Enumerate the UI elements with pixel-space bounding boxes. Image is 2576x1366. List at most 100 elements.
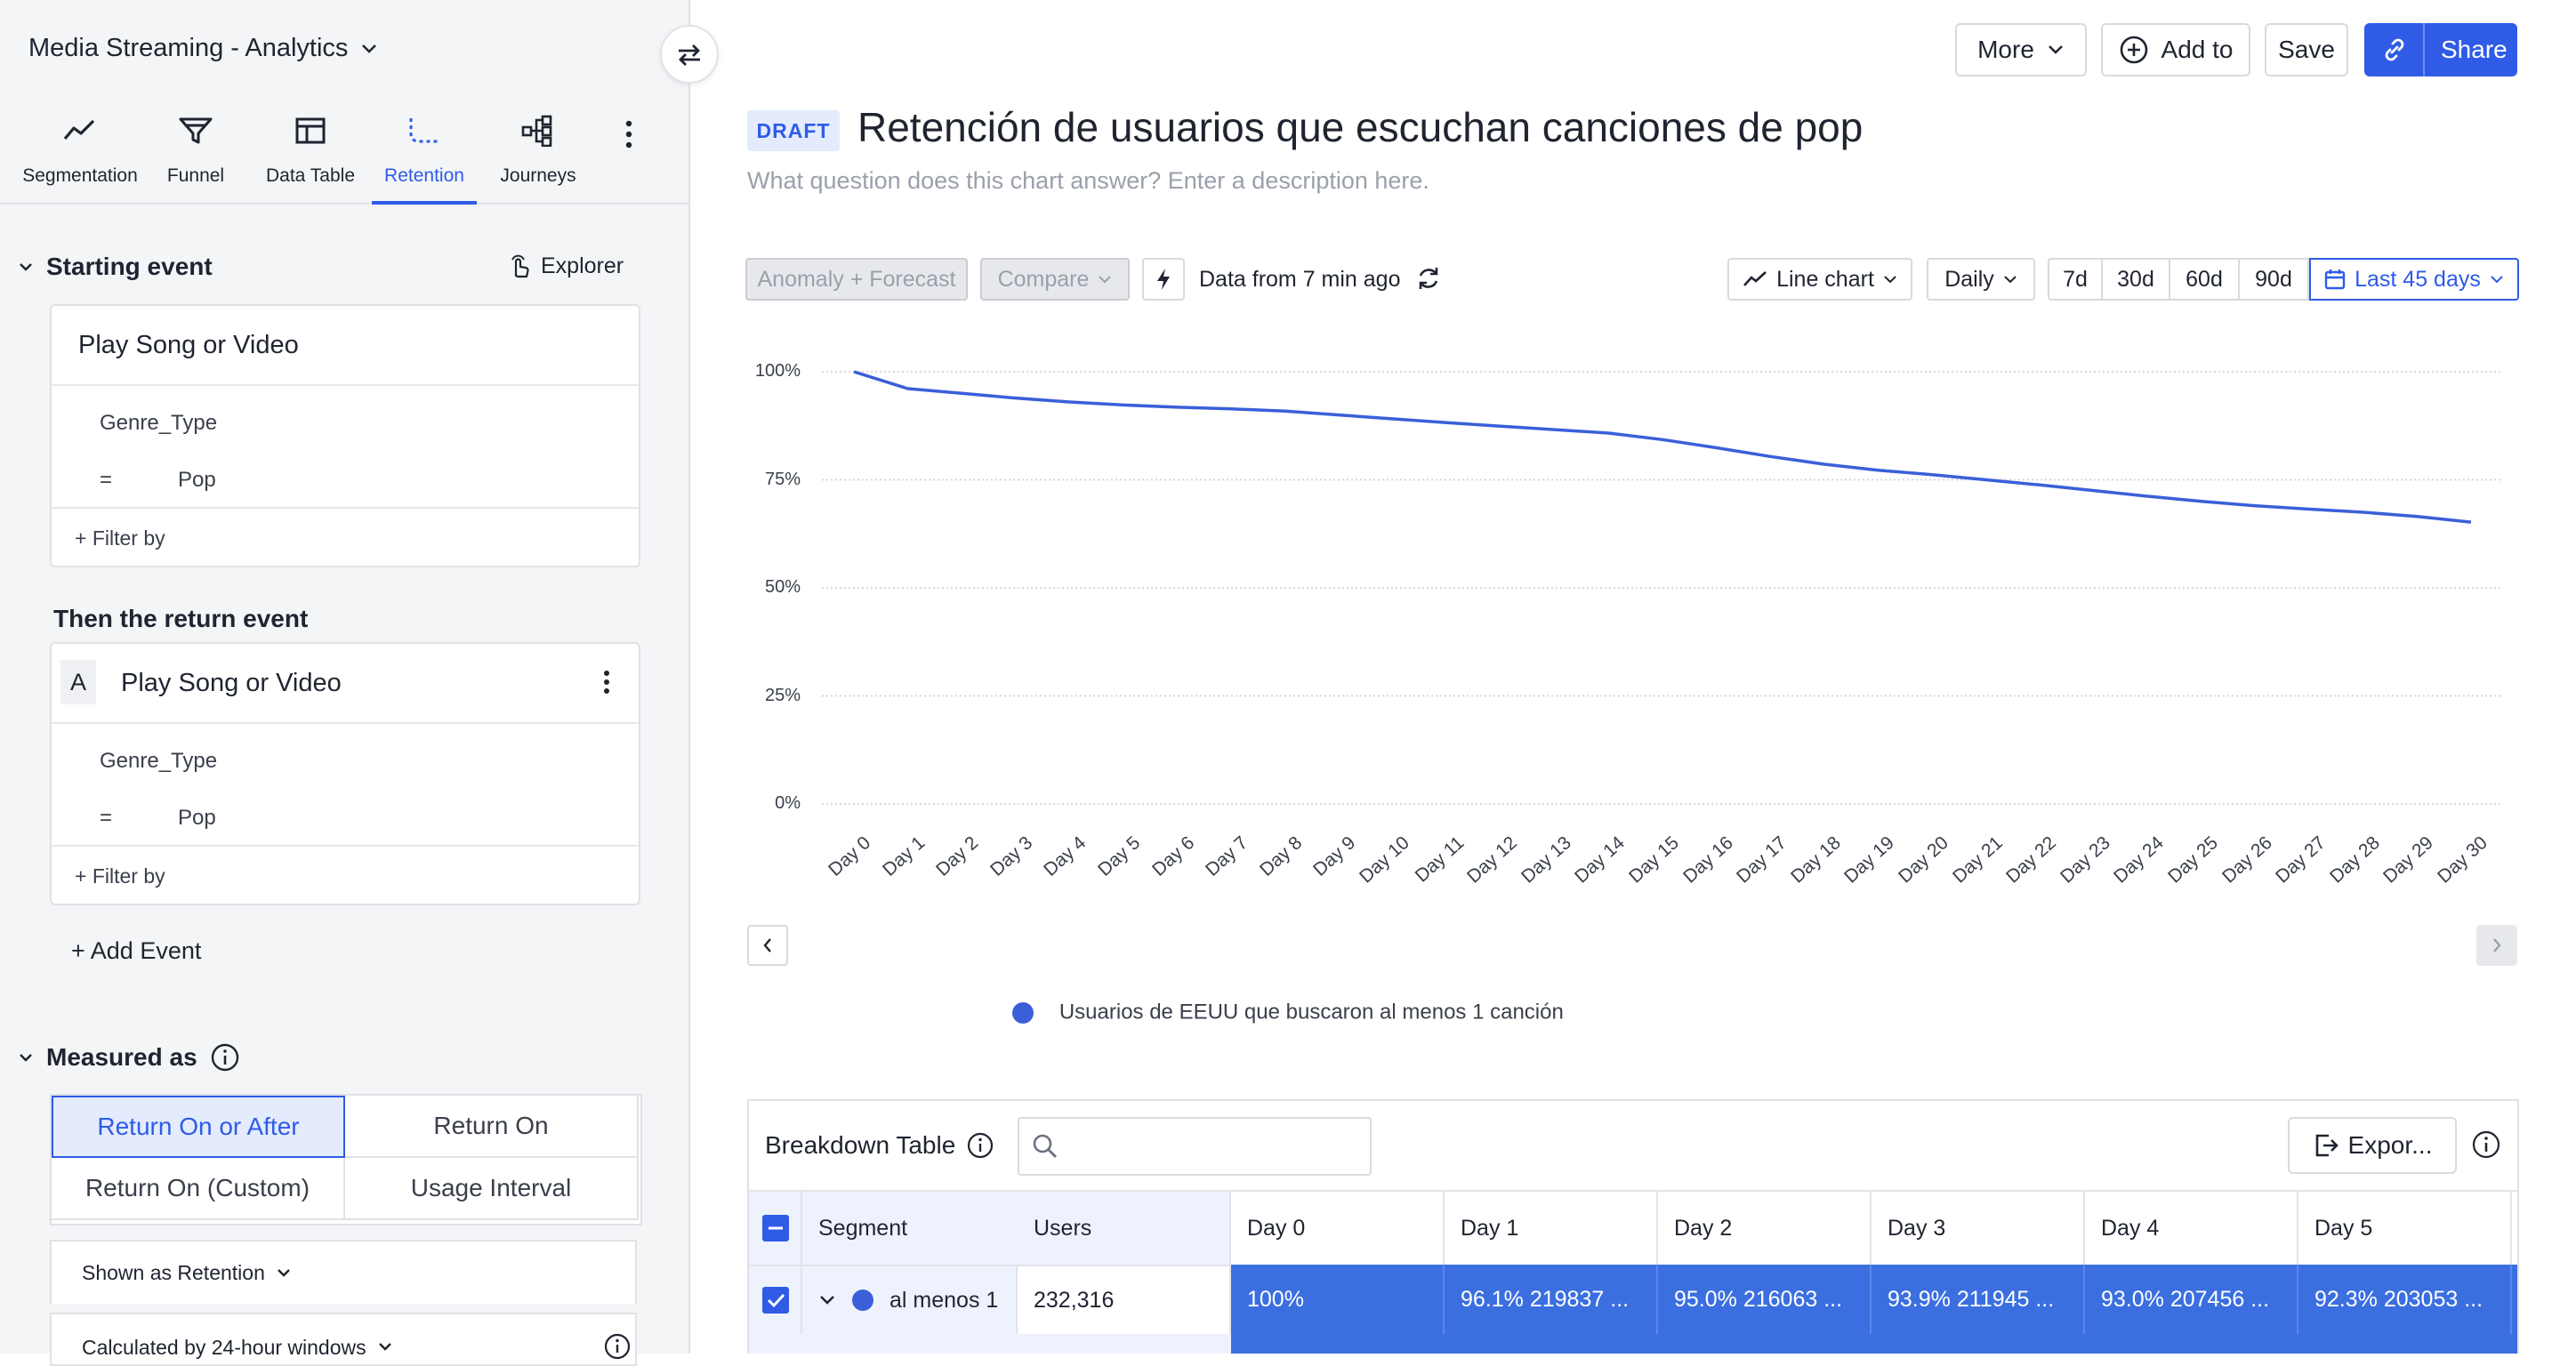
project-selector[interactable]: Media Streaming - Analytics xyxy=(28,34,378,63)
more-button[interactable]: More xyxy=(1955,23,2087,76)
save-button[interactable]: Save xyxy=(2265,23,2348,76)
chevron-down-icon[interactable] xyxy=(818,1294,836,1306)
data-point[interactable] xyxy=(1872,465,1883,476)
data-point[interactable] xyxy=(1064,397,1075,407)
range-60d[interactable]: 60d xyxy=(2169,258,2240,301)
add-to-button[interactable]: Add to xyxy=(2101,23,2250,76)
option-return-on-or-after[interactable]: Return On or After xyxy=(52,1096,345,1158)
data-point[interactable] xyxy=(1927,470,1937,480)
nav-data-table[interactable]: Data Table xyxy=(260,108,361,201)
range-90d[interactable]: 90d xyxy=(2238,258,2309,301)
calculated-by-dropdown[interactable]: Calculated by 24-hour windows xyxy=(50,1313,637,1366)
option-usage-interval[interactable]: Usage Interval xyxy=(345,1158,639,1220)
data-point[interactable] xyxy=(2089,486,2099,496)
nav-segmentation[interactable]: Segmentation xyxy=(22,108,138,201)
data-point[interactable] xyxy=(1118,399,1129,410)
data-point[interactable] xyxy=(903,383,914,394)
retention-cell-day1[interactable]: 96.1% 219837 ... xyxy=(1445,1265,1658,1334)
return-filter-by-button[interactable]: + Filter by xyxy=(75,864,165,888)
column-header-day4[interactable]: Day 4 xyxy=(2085,1190,2298,1265)
nav-journeys[interactable]: Journeys xyxy=(495,108,582,201)
data-point[interactable] xyxy=(956,388,967,398)
data-point[interactable] xyxy=(1226,404,1236,414)
data-point[interactable] xyxy=(2358,507,2369,518)
option-return-on[interactable]: Return On xyxy=(345,1096,639,1158)
column-header-users[interactable]: Users xyxy=(1018,1190,1231,1265)
chart-prev-button[interactable] xyxy=(747,925,788,966)
column-header-day5[interactable]: Day 5 xyxy=(2298,1190,2512,1265)
data-point[interactable] xyxy=(2466,517,2476,527)
measured-as-header[interactable]: Measured as xyxy=(18,1042,240,1073)
range-7d[interactable]: 7d xyxy=(2048,258,2103,301)
column-header-day1[interactable]: Day 1 xyxy=(1445,1190,1658,1265)
column-header-day2[interactable]: Day 2 xyxy=(1658,1190,1872,1265)
data-point[interactable] xyxy=(1495,421,1506,431)
info-icon[interactable] xyxy=(2471,1129,2501,1160)
legend-label[interactable]: Usuarios de EEUU que buscaron al menos 1… xyxy=(1059,1000,1564,1024)
data-point[interactable] xyxy=(849,366,859,377)
data-point[interactable] xyxy=(1280,406,1291,416)
export-button[interactable]: Expor... xyxy=(2288,1117,2457,1174)
starting-filter-by-button[interactable]: + Filter by xyxy=(75,526,165,550)
starting-event-header[interactable]: Starting event xyxy=(18,253,213,281)
explorer-button[interactable]: Explorer xyxy=(507,253,624,279)
data-point[interactable] xyxy=(2411,511,2422,522)
series-line[interactable] xyxy=(853,370,2472,524)
column-header-day0[interactable]: Day 0 xyxy=(1231,1190,1445,1265)
option-return-on-custom[interactable]: Return On (Custom) xyxy=(52,1158,345,1220)
shown-as-dropdown[interactable]: Shown as Retention xyxy=(50,1240,637,1304)
interval-dropdown[interactable]: Daily xyxy=(1927,258,2035,301)
compare-button[interactable]: Compare xyxy=(980,258,1130,301)
data-point[interactable] xyxy=(1010,393,1021,404)
info-icon[interactable] xyxy=(210,1042,240,1073)
more-vertical-icon[interactable] xyxy=(603,669,610,695)
starting-event-row[interactable]: Play Song or Video xyxy=(52,306,639,386)
data-point[interactable] xyxy=(2304,504,2314,515)
retention-cell-day3[interactable]: 93.9% 211945 ... xyxy=(1872,1265,2085,1334)
retention-cell-day2[interactable]: 95.0% 216063 ... xyxy=(1658,1265,1872,1334)
range-30d[interactable]: 30d xyxy=(2101,258,2170,301)
column-header-day3[interactable]: Day 3 xyxy=(1872,1190,2085,1265)
nav-funnel[interactable]: Funnel xyxy=(160,108,231,201)
add-event-button[interactable]: + Add Event xyxy=(71,937,202,964)
retention-cell-day0[interactable]: 100% xyxy=(1231,1265,1445,1334)
data-point[interactable] xyxy=(1819,459,1830,470)
data-point[interactable] xyxy=(1711,443,1722,454)
data-point[interactable] xyxy=(1657,434,1668,445)
row-checkbox[interactable] xyxy=(749,1265,802,1334)
table-row[interactable]: al menos 1 xyxy=(802,1265,1018,1334)
chart-title[interactable]: Retención de usuarios que escuchan canci… xyxy=(857,104,1864,150)
select-all-checkbox[interactable] xyxy=(749,1190,802,1265)
data-point[interactable] xyxy=(1603,428,1614,438)
data-point[interactable] xyxy=(1172,402,1183,413)
more-vertical-icon[interactable] xyxy=(616,112,642,157)
starting-event-filter[interactable]: Genre_Type = Pop xyxy=(52,386,639,509)
info-icon[interactable] xyxy=(603,1332,632,1361)
share-button[interactable]: Share xyxy=(2364,23,2517,76)
data-point[interactable] xyxy=(1388,414,1398,424)
data-point[interactable] xyxy=(1550,424,1560,435)
range-last-45-days[interactable]: Last 45 days xyxy=(2309,258,2519,301)
return-event-filter[interactable]: Genre_Type = Pop xyxy=(52,724,639,847)
chart-next-button[interactable] xyxy=(2476,925,2517,966)
retention-cell-day4[interactable]: 93.0% 207456 ... xyxy=(2085,1265,2298,1334)
lightning-icon[interactable] xyxy=(1142,258,1185,301)
collapse-sidebar-button[interactable] xyxy=(660,25,719,84)
data-point[interactable] xyxy=(2196,496,2207,507)
retention-cell-day5[interactable]: 92.3% 203053 ... xyxy=(2298,1265,2512,1334)
chart-type-dropdown[interactable]: Line chart xyxy=(1727,258,1912,301)
data-point[interactable] xyxy=(2034,479,2045,490)
refresh-icon[interactable] xyxy=(1416,265,1441,292)
breakdown-search-input[interactable] xyxy=(1018,1117,1372,1176)
info-icon[interactable] xyxy=(966,1131,994,1160)
data-point[interactable] xyxy=(1333,410,1344,421)
anomaly-forecast-button[interactable]: Anomaly + Forecast xyxy=(745,258,968,301)
data-point[interactable] xyxy=(1981,475,1992,486)
data-point[interactable] xyxy=(2250,501,2261,511)
return-event-row[interactable]: A Play Song or Video xyxy=(52,644,639,724)
data-point[interactable] xyxy=(1442,417,1453,428)
data-point[interactable] xyxy=(2142,491,2153,502)
data-point[interactable] xyxy=(1765,451,1775,462)
chart-description-input[interactable]: What question does this chart answer? En… xyxy=(747,167,1429,194)
nav-retention[interactable]: Retention xyxy=(372,108,477,205)
